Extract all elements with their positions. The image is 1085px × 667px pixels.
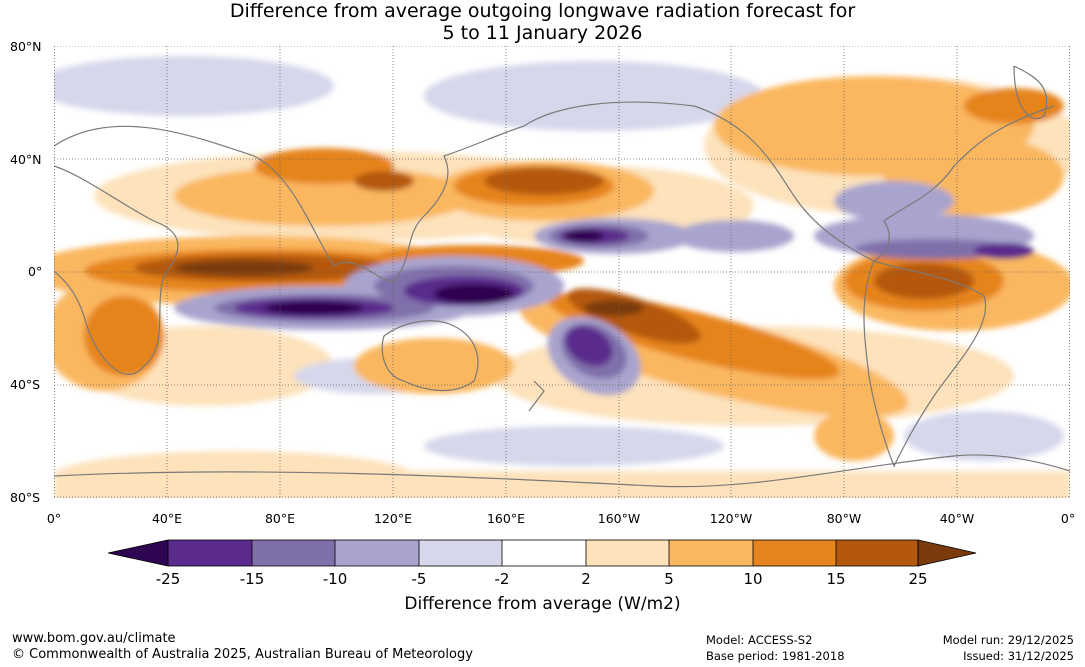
lon-label-120e: 120°E (373, 511, 412, 526)
footer-model: Model: ACCESS-S2 (706, 633, 813, 647)
colorbar-bin-2-5 (586, 540, 669, 566)
anomaly-pos5-chile (814, 411, 894, 461)
colorbar (108, 539, 977, 567)
anomaly-neg15-atlantic (974, 243, 1034, 259)
olr-anomaly-map (54, 46, 1070, 498)
anomaly-neg15-spcz (565, 326, 613, 366)
colorbar-tick-25: 25 (908, 570, 928, 588)
anomaly-pos25-indian-ocean (174, 260, 314, 276)
colorbar-extend-max (917, 539, 977, 567)
lon-label-40e: 40°E (151, 511, 183, 526)
colorbar-frame (167, 539, 919, 567)
footer-model-run: Model run: 29/12/2025 (942, 633, 1074, 647)
anomaly-pos2-south-indian (54, 451, 414, 498)
anomaly-pos15-amazon (874, 263, 974, 299)
lon-label-160e: 160°E (486, 511, 525, 526)
lat-label-40s: 40°S (10, 377, 41, 392)
coastline-australia (381, 320, 479, 392)
map-title-line-2: 5 to 11 January 2026 (442, 22, 643, 44)
colorbar-tick-neg5: -5 (411, 570, 427, 588)
footer-website: www.bom.gov.au/climate (12, 631, 176, 646)
colorbar-bin-neg15-neg10 (252, 540, 335, 566)
anomaly-neg5-gulf (834, 181, 954, 221)
colorbar-dividers (251, 540, 837, 566)
colorbar-tick-neg2: -2 (494, 570, 510, 588)
colorbar-bin-15-25 (836, 540, 918, 566)
coastlines (54, 65, 1070, 488)
anomaly-pos15-north-pacific (484, 167, 604, 195)
coastline-north-america (693, 105, 1055, 262)
coastline-eurasia (54, 101, 695, 282)
colorbar-bin-neg5-neg2 (419, 540, 502, 566)
colorbar-tick-15: 15 (826, 570, 846, 588)
lon-label-80e: 80°E (264, 511, 296, 526)
coastline-new-zealand (528, 380, 545, 412)
anomaly-field (54, 56, 1070, 498)
coastline-antarctica (54, 454, 1070, 488)
anomaly-neg2-arctic-west (54, 56, 334, 116)
lon-label-0-left: 0° (46, 511, 62, 526)
anomaly-pos10-tibet (254, 148, 394, 184)
coastline-greenland (1013, 65, 1048, 120)
anomaly-neg25-maritime (434, 284, 514, 304)
anomaly-pos25-south-pacific (584, 300, 644, 316)
anomaly-neg25-indian-ocean (264, 301, 364, 315)
lat-label-40n: 40°N (10, 152, 42, 167)
footer-copyright: © Commonwealth of Australia 2025, Austra… (12, 647, 473, 662)
footer-issued: Issued: 31/12/2025 (963, 649, 1074, 663)
colorbar-bin-neg25-neg15 (168, 540, 252, 566)
map-canvas (54, 46, 1070, 498)
colorbar-tick-neg25: -25 (155, 570, 181, 588)
colorbar-tick-5: 5 (664, 570, 674, 588)
anomaly-pos5-australia (354, 338, 514, 394)
anomaly-neg2-south-atlantic (904, 411, 1064, 461)
colorbar-title: Difference from average (W/m2) (404, 594, 681, 614)
colorbar-tick-neg15: -15 (239, 570, 265, 588)
lon-label-0-right: 0° (1060, 511, 1076, 526)
lat-label-80s: 80°S (10, 490, 41, 505)
colorbar-bin-neg2-2 (502, 540, 586, 566)
coastline-africa (54, 165, 179, 375)
lon-label-80w: 80°W (826, 511, 862, 526)
lat-label-equator: 0° (28, 264, 43, 279)
lat-label-80n: 80°N (10, 39, 42, 54)
colorbar-bin-neg10-neg5 (335, 540, 419, 566)
colorbar-tick-2: 2 (581, 570, 591, 588)
graticule (54, 46, 1070, 498)
anomaly-neg10-americas (854, 239, 1014, 259)
anomaly-neg5-pacific-itcz (674, 220, 794, 252)
anomaly-pos10-southern-africa (84, 296, 164, 376)
colorbar-tick-neg10: -10 (322, 570, 348, 588)
lon-label-120w: 120°W (709, 511, 753, 526)
map-title-line-1: Difference from average outgoing longwav… (229, 0, 856, 22)
anomaly-pos10-north-atlantic (964, 88, 1064, 124)
colorbar-extend-min (108, 539, 169, 567)
coastline-south-america (863, 260, 987, 468)
anomaly-neg2-southern-ocean (424, 426, 724, 466)
anomaly-neg2-arctic-pacific (424, 61, 764, 131)
anomaly-pos15-central-asia (354, 171, 414, 191)
colorbar-bin-10-15 (753, 540, 836, 566)
colorbar-tick-10: 10 (743, 570, 763, 588)
footer-base-period: Base period: 1981-2018 (706, 649, 845, 663)
lon-label-160w: 160°W (597, 511, 641, 526)
lon-label-40w: 40°W (939, 511, 975, 526)
anomaly-neg25-north-pacific (564, 230, 604, 242)
colorbar-bin-5-10 (669, 540, 753, 566)
